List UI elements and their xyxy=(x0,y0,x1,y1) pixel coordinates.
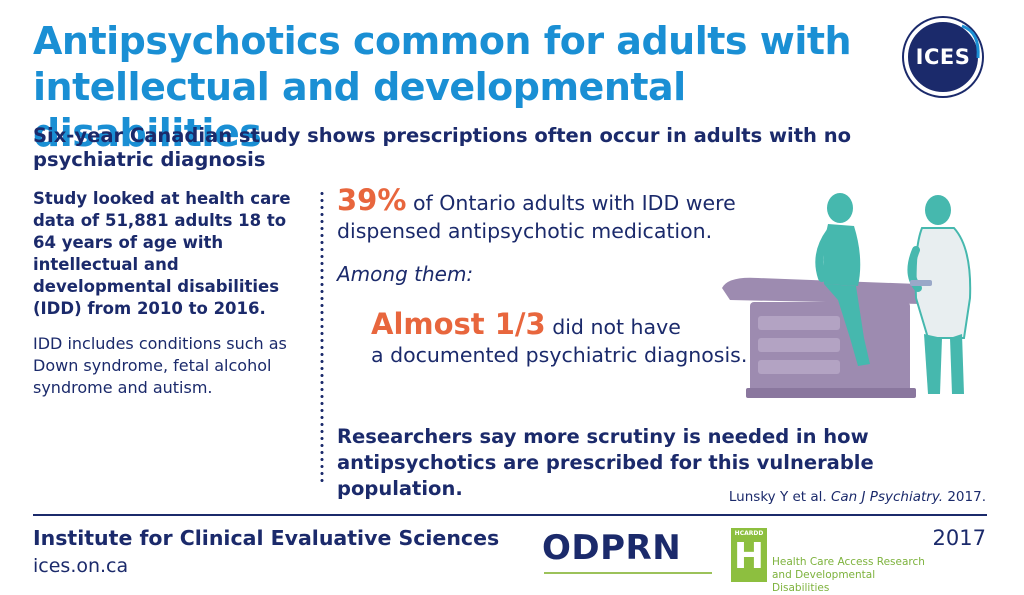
citation-journal: Can J Psychiatry. xyxy=(830,489,944,505)
logo-swoosh-icon xyxy=(961,24,980,59)
page-subtitle: Six-year Canadian study shows prescripti… xyxy=(33,124,851,171)
title-line-2: intellectual and developmental disabilit… xyxy=(33,65,686,155)
hcardd-name-line-2: and Developmental Disabilities xyxy=(772,569,876,594)
stat-dispensed: 39% of Ontario adults with IDD were disp… xyxy=(337,186,757,245)
stat-no-diagnosis-text-1: did not have xyxy=(545,315,681,339)
footer-divider xyxy=(33,514,987,516)
conclusion-text: Researchers say more scrutiny is needed … xyxy=(337,425,874,500)
stat-no-diagnosis: Almost 1/3 did not have a documented psy… xyxy=(371,310,771,369)
study-description: Study looked at health care data of 51,8… xyxy=(33,189,291,318)
hcardd-logo: HCARDD H xyxy=(731,528,767,582)
patient-doctor-illustration xyxy=(722,193,972,398)
odprn-logo: ODPRN xyxy=(542,528,682,568)
hcardd-logo-small: HCARDD xyxy=(734,530,764,537)
hcardd-name: Health Care Access Research and Developm… xyxy=(772,556,932,595)
hcardd-name-line-1: Health Care Access Research xyxy=(772,556,925,568)
hcardd-logo-letter: H xyxy=(733,536,765,577)
odprn-underline xyxy=(544,572,712,574)
footer-year: 2017 xyxy=(932,526,986,550)
ices-logo-text: ICES xyxy=(915,45,971,69)
dotted-divider xyxy=(320,190,324,486)
stat-dispensed-value: 39% xyxy=(337,183,407,217)
citation-authors: Lunsky Y et al. xyxy=(728,489,831,505)
citation-year: 2017. xyxy=(943,489,986,505)
stat-dispensed-text: of Ontario adults with IDD were dispense… xyxy=(337,191,736,243)
title-line-1: Antipsychotics common for adults with xyxy=(33,19,852,63)
stat-no-diagnosis-text-2: a documented psychiatric diagnosis. xyxy=(371,343,748,367)
website-link[interactable]: ices.on.ca xyxy=(33,555,129,577)
page-title: Antipsychotics common for adults with in… xyxy=(33,18,893,156)
idd-description: IDD includes conditions such as Down syn… xyxy=(33,334,287,397)
citation: Lunsky Y et al. Can J Psychiatry. 2017. xyxy=(729,489,986,505)
institute-name: Institute for Clinical Evaluative Scienc… xyxy=(33,526,500,550)
stat-no-diagnosis-value: Almost 1/3 xyxy=(371,307,546,341)
among-them-label: Among them: xyxy=(337,262,474,286)
